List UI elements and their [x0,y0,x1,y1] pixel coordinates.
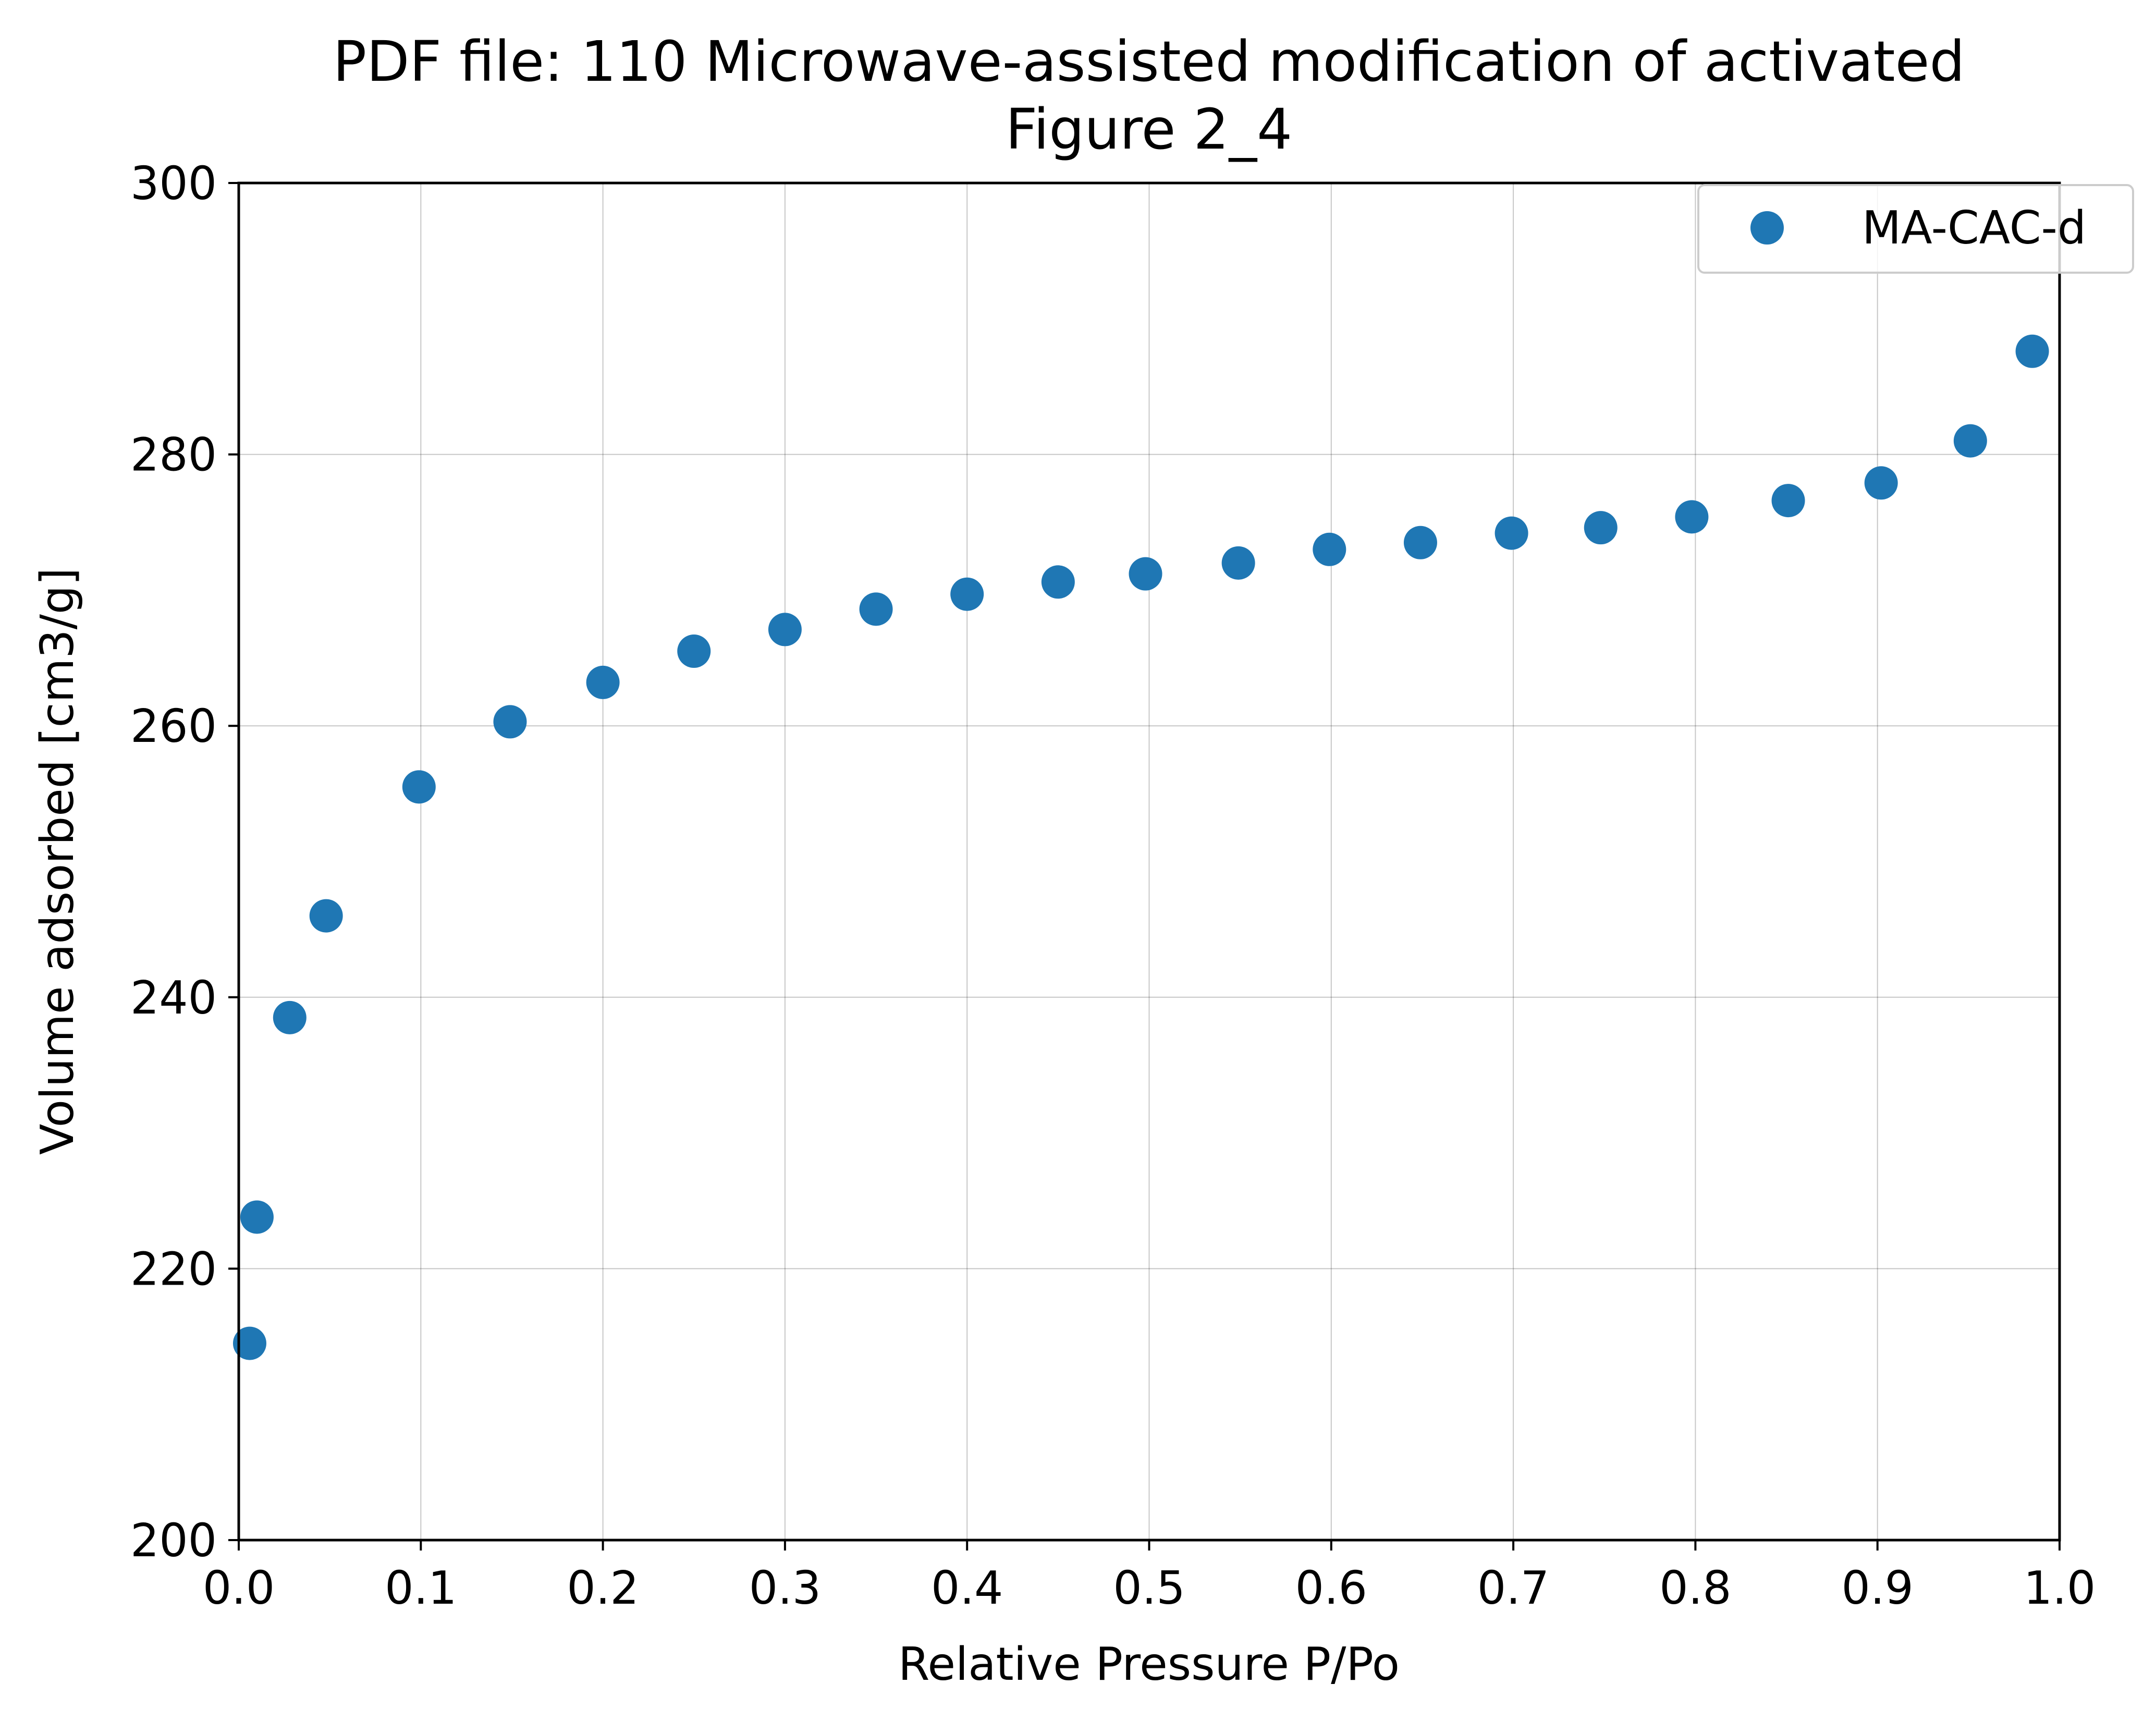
x-tick-label: 0.9 [1842,1561,1914,1615]
data-point [1771,484,1805,518]
chart-subtitle: Figure 2_4 [1006,97,1292,162]
data-point [1864,466,1898,500]
y-tick-label: 220 [130,1242,217,1296]
data-point [1403,526,1437,559]
y-tick-label: 280 [130,429,217,482]
x-tick-label: 0.5 [1113,1561,1185,1615]
x-tick-label: 0.3 [749,1561,821,1615]
legend-box [1697,184,2134,274]
y-tick-label: 260 [130,700,217,753]
data-point [493,705,527,739]
data-point [1584,511,1618,545]
data-point [1494,516,1528,550]
data-point [1953,424,1987,458]
y-tick-label: 300 [130,157,217,210]
data-point [402,770,436,804]
data-point [677,634,711,668]
scatter-series [232,334,2049,1360]
x-tick-label: 0.7 [1477,1561,1549,1615]
data-point [1675,500,1709,534]
x-tick-label: 0.1 [385,1561,457,1615]
data-point [950,577,984,611]
data-point [768,613,802,646]
x-tick-label: 1.0 [2024,1561,2096,1615]
y-tick-label: 240 [130,971,217,1024]
x-tick-label: 0.4 [931,1561,1003,1615]
data-point [1221,546,1255,580]
data-point [1129,557,1162,591]
legend: MA-CAC-d [1697,184,2134,274]
data-point [2015,334,2049,368]
legend-label: MA-CAC-d [1862,201,2086,254]
data-point [586,665,620,699]
data-point [273,1000,307,1034]
data-point [1041,565,1075,599]
chart-title: PDF file: 110 Microwave-assisted modific… [333,30,1965,94]
axis-ticks: 0.0 0.1 0.2 0.3 0.4 0.5 0.6 0.7 0.8 0.9 1.0 200 220 2… [130,157,2096,1615]
y-tick-label: 200 [130,1514,217,1567]
x-tick-label: 0.0 [203,1561,275,1615]
x-tick-label: 0.8 [1659,1561,1731,1615]
legend-marker [1750,211,1784,245]
x-axis-label: Relative Pressure P/Po [898,1638,1400,1691]
x-tick-label: 0.2 [567,1561,639,1615]
y-axis-label: Volume adsorbed [cm3/g] [31,568,84,1155]
data-point [309,899,343,933]
data-point [240,1200,274,1234]
data-point [232,1326,266,1360]
plot-area [239,183,2060,1540]
data-point [859,592,893,626]
data-point [1313,532,1346,566]
x-tick-label: 0.6 [1295,1561,1367,1615]
